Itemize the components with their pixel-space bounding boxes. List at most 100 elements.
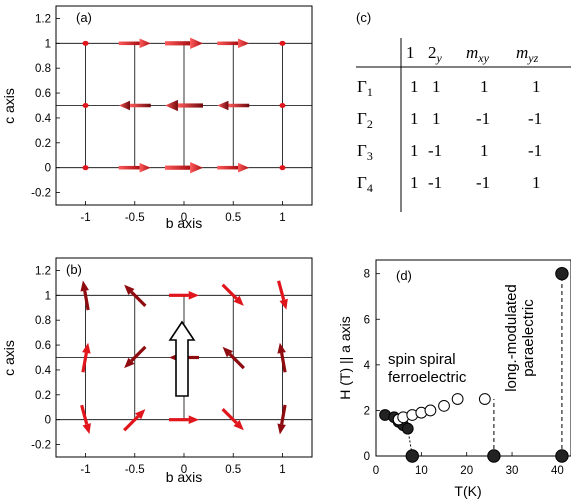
x-tick-label: 0 — [181, 464, 187, 476]
table-cell: 1 — [410, 77, 419, 96]
spin-arrow — [221, 407, 244, 431]
spin-arrow-small — [279, 165, 286, 171]
x-tick-label: 1 — [279, 212, 285, 224]
y-tick-label: 0 — [364, 451, 370, 463]
spin-arrow-small — [279, 103, 286, 108]
data-point-filled — [487, 449, 501, 463]
x-tick-label: 10 — [415, 465, 428, 477]
table-irrep-label: Γ3 — [357, 141, 373, 163]
spin-arrow — [118, 100, 151, 111]
panel-b-label: (b) — [66, 262, 82, 277]
y-tick-label: 0.4 — [35, 365, 52, 377]
x-tick-label: 40 — [551, 465, 564, 477]
spin-arrow-small — [82, 40, 89, 46]
spin-arrow — [118, 162, 151, 173]
table-cell: 1 — [432, 109, 441, 128]
table-cell: -1 — [528, 109, 542, 128]
spin-arrow — [165, 37, 203, 49]
table-cell: -1 — [528, 141, 542, 160]
y-tick-label: 1.2 — [35, 265, 51, 277]
x-tick-label: 30 — [506, 465, 519, 477]
table-cell: 1 — [410, 109, 419, 128]
y-tick-label: -0.2 — [31, 188, 51, 200]
panel-d-frame — [375, 259, 571, 457]
spin-arrow — [277, 280, 288, 310]
panel-d-label: (d) — [396, 268, 412, 283]
data-point-open — [438, 399, 450, 412]
y-tick-label: -0.2 — [31, 440, 51, 452]
y-tick-label: 0.8 — [35, 315, 51, 327]
y-tick-label: 0.4 — [35, 113, 52, 125]
data-point-filled — [401, 422, 414, 435]
data-point-open — [478, 393, 491, 405]
panel-a-ylabel: c axis — [1, 88, 17, 124]
table-cell: 1 — [532, 173, 541, 192]
x-tick-label: -0.5 — [125, 464, 145, 476]
x-tick-label: -1 — [80, 464, 90, 476]
panel-b: -1 -0.5 0 0.5 1 1.2 1 0.8 0.6 0.4 0.2 0 -0.2 (b) b … — [1, 257, 313, 485]
panel-b-xticks: -1 -0.5 0 0.5 1 — [80, 453, 286, 476]
spin-arrow — [222, 346, 245, 370]
spin-arrow — [169, 415, 199, 425]
y-tick-label: 0.8 — [35, 63, 51, 75]
table-rows: Γ1 1 1 1 1Γ2 1 1 -1 -1Γ3 1 -1 1 -1Γ4 1 -1 -1 1 — [357, 77, 542, 195]
y-tick-label: 2 — [364, 405, 370, 417]
spin-arrow — [80, 404, 91, 435]
y-tick-label: 6 — [364, 314, 370, 326]
data-point-open — [451, 393, 464, 405]
panel-a-label: (a) — [76, 10, 92, 25]
panel-b-xlabel: b axis — [166, 469, 203, 485]
data-point-filled — [555, 449, 569, 463]
spin-arrow — [217, 38, 250, 49]
panel-b-yticks: 1.2 1 0.8 0.6 0.4 0.2 0 -0.2 — [31, 265, 60, 452]
spin-arrow — [123, 409, 146, 432]
spin-arrow — [165, 99, 203, 112]
panel-a-xticks: -1 -0.5 0 0.5 1 — [80, 201, 286, 224]
y-tick-label: 1 — [45, 290, 51, 302]
spin-arrow — [277, 342, 287, 373]
x-tick-label: 0 — [181, 212, 187, 224]
polarization-hollow-arrow — [168, 320, 196, 397]
data-point-open — [424, 404, 437, 417]
y-tick-label: 0 — [45, 415, 51, 427]
header-col-2y: 2y — [428, 43, 443, 65]
panel-d: 0 10 20 30 40 0 2 4 6 8 (d) spin spiral ferroelec… — [337, 259, 571, 499]
spin-arrow — [124, 345, 147, 369]
y-tick-label: 0 — [45, 163, 51, 175]
header-col-myz: myz — [516, 43, 539, 65]
y-tick-label: 0.2 — [35, 138, 51, 150]
spin-arrow — [221, 283, 244, 306]
spin-arrow-small — [82, 103, 89, 108]
panel-b-arrows — [80, 280, 288, 435]
table-irrep-label: Γ4 — [357, 173, 373, 195]
table-cell: 1 — [480, 77, 489, 96]
x-tick-label: 0.5 — [225, 464, 241, 476]
annotation-long-modulated: long.-modulated — [503, 284, 520, 392]
spin-arrow — [124, 284, 147, 308]
y-tick-label: 1 — [45, 38, 51, 50]
panel-b-ylabel: c axis — [1, 340, 17, 376]
table-cell: -1 — [476, 173, 490, 192]
table-cell: 1 — [432, 77, 441, 96]
annotation-paraelectric: paraelectric — [520, 299, 537, 377]
panel-d-marks — [379, 266, 569, 463]
y-tick-label: 0.6 — [35, 340, 51, 352]
panel-a-yticks: 1.2 1 0.8 0.6 0.4 0.2 0 -0.2 — [31, 13, 60, 200]
spin-arrow-small — [279, 40, 286, 46]
table-cell: 1 — [480, 141, 489, 160]
spin-arrow — [277, 404, 287, 435]
table-cell: -1 — [428, 173, 442, 192]
panel-a-xlabel: b axis — [166, 215, 203, 231]
x-tick-label: -1 — [80, 212, 90, 224]
table-cell: -1 — [476, 109, 490, 128]
annotation-spin-spiral: spin spiral — [388, 351, 456, 368]
spin-arrow-small — [82, 165, 89, 171]
y-tick-label: 0.6 — [35, 88, 51, 100]
spin-arrow — [217, 100, 250, 111]
spin-arrow — [217, 162, 250, 173]
y-tick-label: 0.2 — [35, 390, 51, 402]
data-point-filled — [555, 266, 569, 281]
table-cell: 1 — [410, 173, 419, 192]
header-col-mxy: mxy — [466, 43, 490, 65]
